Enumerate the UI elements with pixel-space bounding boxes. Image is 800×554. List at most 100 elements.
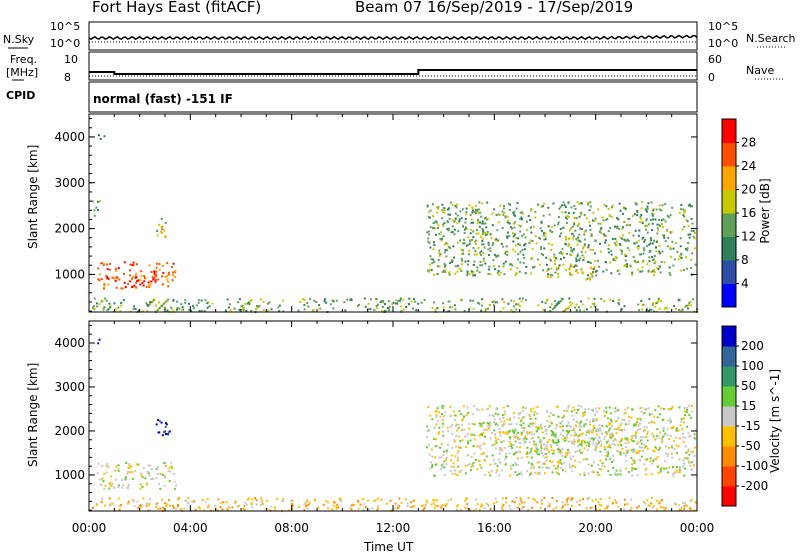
heatmap-cell [304, 501, 307, 504]
heatmap-cell [438, 426, 441, 429]
heatmap-cell [599, 498, 602, 501]
heatmap-cell [536, 472, 539, 475]
heatmap-cell [506, 231, 509, 234]
heatmap-cell [98, 303, 101, 306]
heatmap-cell [561, 211, 564, 214]
heatmap-cell [439, 238, 442, 241]
heatmap-cell [670, 452, 673, 455]
heatmap-cell [425, 499, 428, 502]
heatmap-cell [656, 239, 659, 242]
heatmap-cell [513, 233, 516, 236]
heatmap-cell [175, 308, 178, 311]
heatmap-cell [577, 223, 580, 226]
heatmap-cell [607, 453, 610, 456]
heatmap-cell [245, 309, 248, 312]
heatmap-cell [585, 419, 588, 421]
heatmap-cell [155, 503, 157, 506]
heatmap-cell [240, 305, 243, 308]
heatmap-cell [582, 247, 585, 250]
heatmap-cell [514, 214, 517, 217]
heatmap-cell [588, 261, 591, 264]
heatmap-cell [641, 450, 644, 452]
heatmap-cell [498, 461, 501, 464]
heatmap-cell [437, 431, 440, 434]
colorbar-tick-label: 15 [741, 399, 756, 413]
heatmap-cell [604, 239, 607, 242]
heatmap-cell [634, 202, 637, 205]
heatmap-cell [142, 497, 145, 500]
heatmap-cell [549, 306, 552, 309]
heatmap-cell [538, 441, 541, 444]
heatmap-cell [259, 298, 262, 301]
heatmap-cell [637, 425, 640, 427]
heatmap-cell [487, 428, 490, 430]
heatmap-cell [428, 233, 431, 236]
heatmap-cell [444, 411, 447, 414]
heatmap-cell [478, 302, 481, 305]
heatmap-cell [482, 432, 485, 435]
heatmap-cell [160, 230, 163, 233]
heatmap-cell [439, 415, 442, 418]
heatmap-cell [608, 497, 611, 500]
heatmap-cell [557, 415, 560, 418]
heatmap-cell [487, 273, 490, 275]
heatmap-cell [438, 456, 441, 459]
heatmap-cell [206, 306, 209, 309]
heatmap-cell [442, 466, 444, 469]
heatmap-cell [93, 305, 95, 308]
heatmap-cell [447, 499, 450, 502]
heatmap-cell [119, 310, 122, 313]
heatmap-cell [164, 221, 167, 224]
heatmap-cell [466, 271, 469, 274]
heatmap-cell [510, 309, 513, 312]
heatmap-cell [234, 500, 237, 503]
heatmap-cell [163, 229, 166, 232]
heatmap-cell [534, 471, 537, 474]
heatmap-cell [540, 445, 542, 448]
heatmap-cell [522, 253, 525, 256]
heatmap-cell [105, 471, 108, 474]
heatmap-cell [450, 231, 453, 234]
heatmap-cell [509, 203, 512, 206]
heatmap-cell [652, 460, 655, 462]
heatmap-cell [553, 255, 556, 258]
heatmap-cell [455, 423, 458, 426]
heatmap-cell [519, 304, 521, 307]
heatmap-cell [645, 473, 648, 476]
heatmap-cell [615, 420, 618, 423]
heatmap-cell [671, 240, 674, 243]
heatmap-cell [593, 471, 596, 474]
heatmap-cell [128, 464, 131, 467]
heatmap-cell [349, 506, 352, 509]
heatmap-cell [690, 229, 693, 232]
heatmap-cell [150, 478, 152, 480]
heatmap-cell [478, 225, 481, 228]
heatmap-cell [159, 487, 162, 490]
heatmap-cell [642, 236, 645, 239]
heatmap-cell [482, 443, 485, 445]
heatmap-cell [477, 232, 480, 235]
heatmap-cell [578, 461, 581, 463]
heatmap-cell [233, 502, 236, 505]
heatmap-cell [569, 253, 572, 256]
heatmap-cell [693, 247, 696, 250]
heatmap-cell [609, 418, 612, 421]
heatmap-cell [454, 217, 457, 220]
colorbar-segment [722, 142, 736, 167]
heatmap-cell [250, 503, 253, 505]
heatmap-cell [563, 204, 566, 207]
heatmap-cell [150, 271, 153, 273]
heatmap-cell [146, 470, 149, 473]
heatmap-cell [606, 433, 609, 436]
heatmap-cell [585, 278, 588, 281]
heatmap-cell [659, 446, 661, 449]
heatmap-cell [170, 306, 173, 309]
heatmap-cell [505, 462, 508, 465]
heatmap-cell [575, 264, 578, 267]
heatmap-cell [588, 445, 590, 448]
heatmap-cell [525, 265, 528, 268]
heatmap-cell [542, 437, 545, 439]
heatmap-cell [678, 255, 681, 258]
heatmap-cell [495, 408, 498, 411]
heatmap-cell [549, 421, 552, 424]
